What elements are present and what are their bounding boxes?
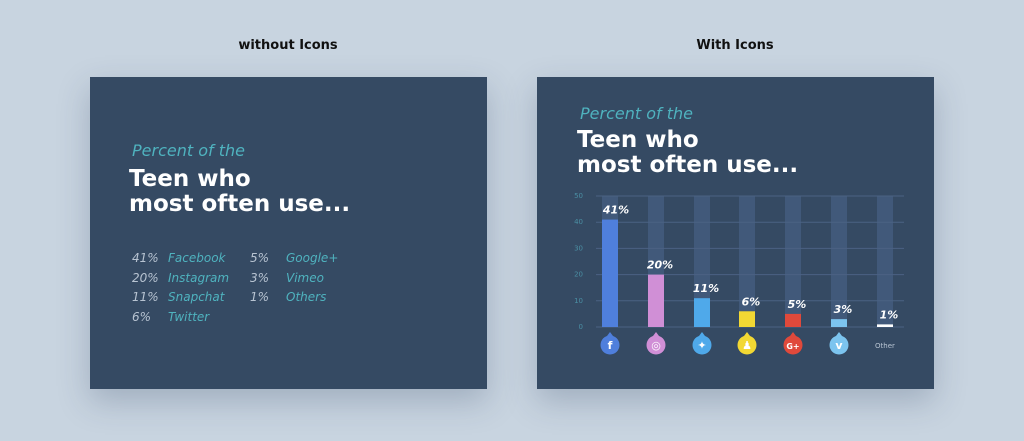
list-item-name: Snapchat: [168, 290, 225, 304]
list-item-name: Twitter: [168, 309, 210, 324]
background-bar: [831, 196, 847, 327]
bar-vimeo: [831, 319, 847, 327]
y-tick-label: 0: [579, 323, 583, 331]
list-item-percent: 20%: [132, 270, 159, 285]
svg-text:◎: ◎: [651, 339, 661, 352]
bar-facebook: [602, 219, 618, 327]
vimeo-icon: v: [829, 332, 849, 355]
bar-snapchat: [739, 311, 755, 327]
background-bar: [694, 196, 710, 327]
list-column-2: 5% Google+ 3% Vimeo 1% Others: [250, 251, 338, 310]
y-tick-label: 20: [574, 271, 583, 279]
title-line2: most often use...: [577, 152, 799, 178]
svg-text:G+: G+: [786, 342, 799, 351]
data-label: 5%: [788, 298, 807, 311]
bar-instagram: [648, 274, 664, 327]
y-tick-label: 10: [574, 297, 583, 305]
y-tick-label: 50: [574, 192, 583, 200]
y-tick-label: 40: [574, 218, 583, 226]
snapchat-icon: ♟: [737, 332, 757, 355]
twitter-icon: ✦: [692, 332, 712, 355]
list-item-name: Others: [286, 290, 327, 304]
data-label: 11%: [693, 282, 719, 295]
list-item-name: Google+: [286, 251, 339, 265]
panel-with-icons: Percent of the Teen who most often use..…: [537, 77, 934, 389]
background-bar: [785, 196, 801, 327]
background-bar: [739, 196, 755, 327]
data-label: 6%: [742, 295, 761, 308]
list-item: 11% Snapchat: [132, 290, 229, 310]
bar-chart: 0 10 20 30 40 50 41% f 20% ◎ 11% ✦ 6% ♟ 5% G+ 3% v 1% Other: [574, 192, 904, 355]
title-line2: most often use...: [129, 191, 351, 217]
list-item-percent: 3%: [250, 270, 270, 285]
list-item: 6% Twitter: [132, 310, 229, 330]
list-item-percent: 41%: [132, 251, 159, 265]
list-item-name: Facebook: [168, 251, 226, 265]
category-label-other: Other: [875, 342, 895, 350]
data-label: 3%: [834, 303, 853, 316]
list-item-percent: 11%: [132, 290, 159, 304]
caption-with-icons: With Icons: [696, 38, 774, 53]
data-label: 1%: [880, 308, 899, 321]
title: Teen who most often use...: [577, 128, 798, 178]
svg-text:✦: ✦: [697, 339, 706, 352]
list-item: 3% Vimeo: [250, 271, 338, 291]
title-line1: Teen who: [577, 127, 699, 153]
data-label: 41%: [602, 204, 629, 217]
title-line1: Teen who: [129, 166, 251, 192]
panel-without-icons: Percent of the Teen who most often use..…: [90, 77, 487, 389]
list-item-percent: 1%: [250, 290, 270, 304]
bar-twitter: [694, 298, 710, 327]
background-bar: [877, 196, 893, 327]
list-item: 20% Instagram: [132, 271, 229, 291]
data-label: 20%: [647, 259, 673, 272]
svg-text:♟: ♟: [742, 339, 752, 352]
list-item: 41% Facebook: [132, 251, 229, 271]
list-item-percent: 5%: [250, 251, 270, 265]
subtitle: Percent of the: [580, 104, 693, 123]
bar-google-plus: [785, 313, 801, 327]
list-item-name: Instagram: [168, 270, 230, 285]
instagram-icon: ◎: [646, 332, 666, 355]
svg-text:f: f: [608, 339, 613, 352]
list-item-percent: 6%: [132, 309, 152, 324]
list-item: 5% Google+: [250, 251, 338, 271]
list-column-1: 41% Facebook 20% Instagram 11% Snapchat 6% Twit…: [132, 251, 229, 329]
y-tick-label: 30: [574, 244, 583, 252]
list-item: 1% Others: [250, 290, 338, 310]
caption-without-icons: without Icons: [238, 38, 338, 53]
list-item-name: Vimeo: [286, 270, 324, 285]
google-plus-icon: G+: [783, 332, 803, 355]
bar-Other: [877, 324, 893, 327]
title: Teen who most often use...: [129, 167, 350, 217]
subtitle: Percent of the: [132, 141, 245, 160]
facebook-icon: f: [600, 332, 620, 355]
svg-text:v: v: [835, 339, 843, 352]
